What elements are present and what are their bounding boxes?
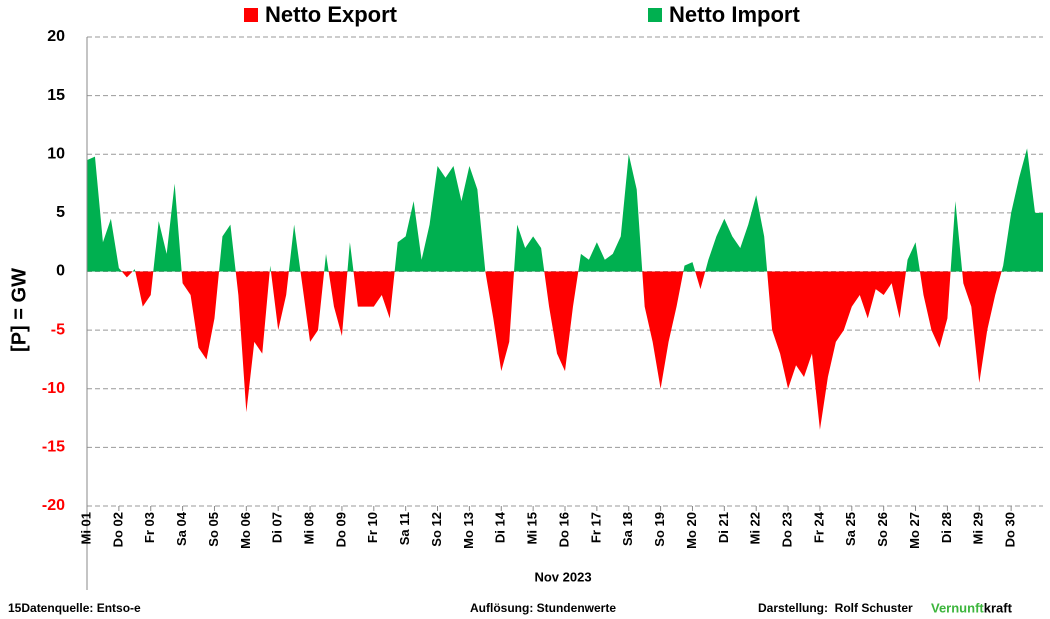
footer-author: Darstellung: Rolf Schuster — [758, 601, 913, 615]
footer-brand: Vernunft — [931, 600, 984, 615]
x-tick-label: Do 30 — [1003, 512, 1018, 547]
x-tick-label: Fr 17 — [588, 512, 603, 543]
y-tick-label: 10 — [47, 145, 65, 162]
x-axis-label: Nov 2023 — [534, 569, 591, 584]
x-tick-label: Fr 24 — [811, 511, 826, 543]
x-tick-label: Do 09 — [333, 512, 348, 547]
x-tick-label: Sa 11 — [397, 512, 412, 545]
x-tick-label: Di 14 — [493, 511, 508, 543]
footer-source: 15Datenquelle: Entso-e — [8, 601, 141, 615]
x-tick-label: Mi 08 — [302, 512, 317, 545]
x-tick-label: Mo 13 — [461, 512, 476, 549]
x-tick-label: Di 07 — [270, 512, 285, 543]
x-tick-label: So 19 — [652, 512, 667, 547]
y-tick-label: -5 — [51, 321, 65, 338]
legend-label: Netto Export — [265, 2, 398, 27]
legend-label: Netto Import — [669, 2, 800, 27]
x-tick-label: Mi 29 — [971, 512, 986, 545]
footer-resolution: Auflösung: Stundenwerte — [470, 601, 616, 615]
legend-swatch — [244, 8, 258, 22]
x-tick-label: Mo 06 — [238, 512, 253, 549]
x-tick-label: Do 02 — [110, 512, 125, 547]
y-tick-label: 5 — [56, 204, 65, 221]
y-tick-label: 20 — [47, 28, 65, 45]
y-tick-label: 0 — [56, 263, 65, 280]
x-tick-label: Mi 22 — [748, 512, 763, 545]
x-tick-label: Do 16 — [556, 512, 571, 547]
x-tick-label: Mo 20 — [684, 512, 699, 549]
y-axis-label: [P] = GW — [8, 268, 30, 352]
x-tick-label: So 12 — [429, 512, 444, 547]
y-tick-label: 15 — [47, 87, 65, 104]
y-tick-label: -15 — [42, 439, 65, 456]
x-tick-label: Fr 03 — [142, 512, 157, 543]
x-tick-label: Fr 10 — [365, 512, 380, 543]
x-tick-label: Mo 27 — [907, 512, 922, 549]
x-tick-label: Sa 04 — [174, 511, 189, 546]
x-tick-label: Di 21 — [716, 512, 731, 543]
x-tick-label: Di 28 — [939, 512, 954, 543]
footer-brand: kraft — [984, 600, 1013, 615]
x-tick-label: Sa 25 — [843, 512, 858, 546]
x-tick-label: Do 23 — [780, 512, 795, 547]
x-tick-label: Mi 01 — [78, 512, 93, 545]
x-tick-label: So 05 — [206, 512, 221, 547]
x-tick-label: Mi 15 — [525, 512, 540, 545]
y-tick-label: -10 — [42, 380, 65, 397]
x-tick-label: Sa 18 — [620, 512, 635, 546]
x-tick-label: So 26 — [875, 512, 890, 547]
export-area — [87, 271, 1043, 430]
legend-swatch — [648, 8, 662, 22]
y-tick-label: -20 — [42, 497, 65, 514]
